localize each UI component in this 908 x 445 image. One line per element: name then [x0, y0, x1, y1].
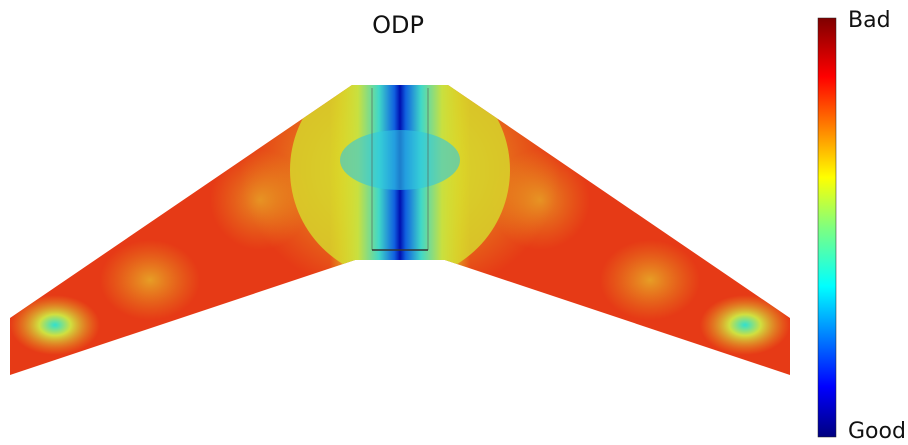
colorbar-top-label: Bad	[848, 8, 891, 33]
wing-heatmap	[10, 85, 790, 375]
colorbar-bottom-label: Good	[848, 419, 906, 444]
title: ODP	[372, 11, 424, 39]
colorbar	[817, 17, 837, 438]
